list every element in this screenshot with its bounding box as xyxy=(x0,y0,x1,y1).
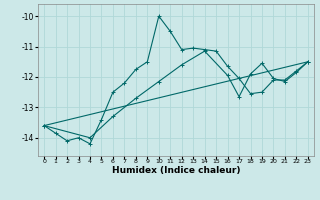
X-axis label: Humidex (Indice chaleur): Humidex (Indice chaleur) xyxy=(112,166,240,175)
